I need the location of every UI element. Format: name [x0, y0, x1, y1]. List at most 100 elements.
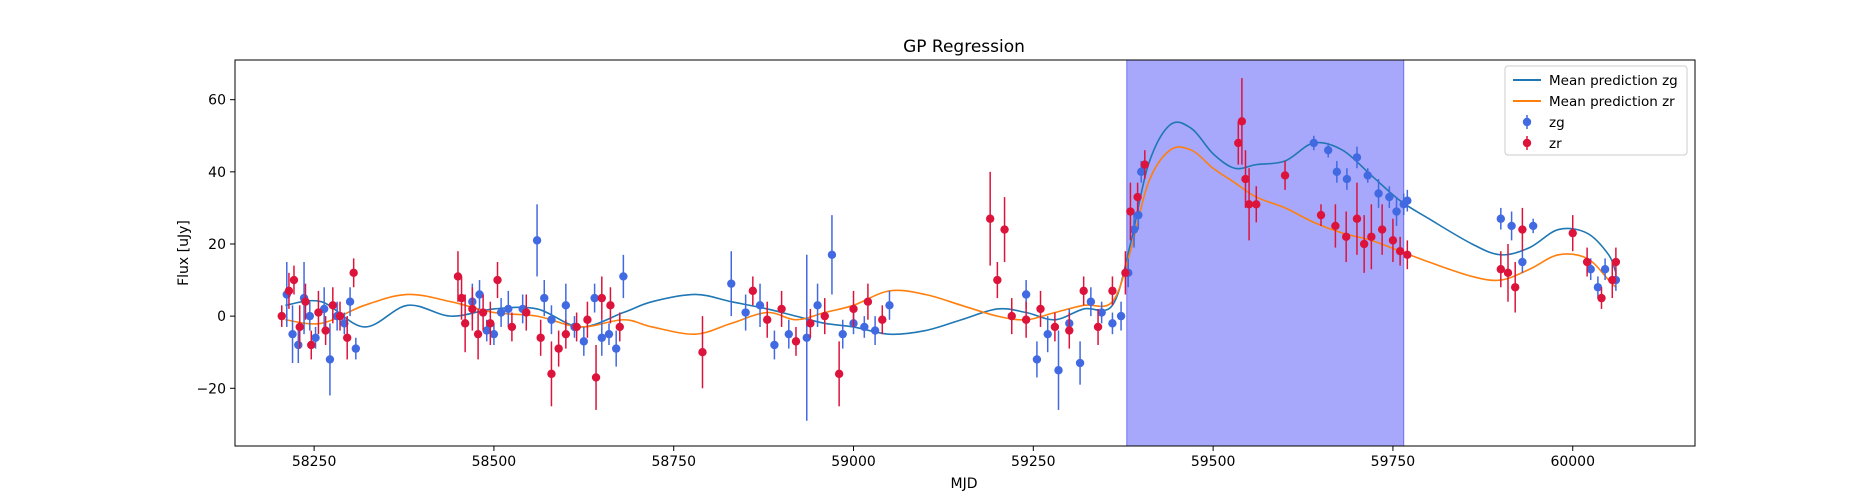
x-tick-label: 59250	[1011, 454, 1056, 470]
zr-data-point	[453, 272, 463, 281]
zg-data-point	[1032, 355, 1042, 364]
zg-data-point	[860, 322, 869, 332]
zr-data-point	[834, 369, 844, 379]
legend: Mean prediction zg Mean prediction zr zg zr	[1504, 65, 1688, 156]
zg-data-point	[1054, 366, 1063, 375]
zg-data-point	[784, 329, 793, 339]
zr-data-point	[698, 348, 707, 357]
zg-data-point	[590, 293, 599, 303]
plot-frame	[234, 59, 1696, 447]
x-tick-label: 60000	[1550, 454, 1595, 470]
zr-data-point	[1237, 117, 1247, 126]
zg-data-point	[475, 290, 484, 299]
zr-data-point	[1388, 236, 1398, 245]
zr-data-point	[1597, 293, 1606, 303]
zr-data-point	[1503, 268, 1513, 278]
zr-data-point	[536, 333, 545, 342]
zg-data-point	[1134, 210, 1143, 220]
zr-data-point	[1608, 275, 1617, 285]
zg-data-point	[1403, 196, 1412, 205]
zg-data-point	[1392, 207, 1401, 216]
zg-data-point	[1528, 221, 1538, 231]
zg-data-point	[482, 326, 491, 335]
y-axis-ticks: −20 0 20 40 60	[196, 93, 235, 397]
zr-data-point	[295, 322, 304, 332]
zg-data-point	[1324, 145, 1333, 155]
legend-entry-zg: zg	[1522, 115, 1565, 131]
zr-data-point	[314, 308, 323, 317]
zg-data-point	[1593, 283, 1603, 292]
zr-data-point	[507, 322, 517, 332]
zr-data-point	[493, 275, 502, 285]
legend-label: Mean prediction zr	[1549, 94, 1675, 110]
zr-data-point	[583, 315, 592, 324]
zg-data-point	[604, 329, 614, 339]
zr-data-point	[1108, 286, 1117, 296]
zr-data-point	[1007, 311, 1016, 321]
zr-data-point	[1065, 326, 1074, 335]
zg-data-point	[1021, 290, 1031, 299]
zr-data-point	[1093, 322, 1103, 332]
x-axis-label: MJD	[951, 476, 978, 492]
zr-data-point	[1518, 225, 1527, 234]
zg-data-point	[1097, 308, 1106, 317]
shaded-region-layer	[1126, 59, 1405, 447]
zg-data-point	[1043, 329, 1052, 339]
mean-prediction-line-zr	[285, 146, 1617, 335]
zr-data-point	[763, 315, 772, 324]
zg-data-point	[802, 333, 811, 342]
zr-data-point	[335, 311, 345, 321]
zg-data-point	[813, 301, 822, 310]
zr-data-point	[777, 304, 786, 314]
zr-data-point	[993, 275, 1002, 285]
legend-point-swatch	[1522, 138, 1532, 148]
zr-data-point	[849, 304, 858, 314]
zr-data-point	[863, 297, 873, 306]
zr-data-point	[1126, 207, 1135, 216]
zr-data-point	[1395, 246, 1405, 256]
zg-data-point	[288, 329, 297, 339]
y-tick-label: 20	[208, 237, 226, 253]
zg-data-point	[611, 344, 621, 353]
zr-data-point	[615, 322, 624, 332]
zr-data-point	[806, 319, 815, 328]
zr-data-point	[606, 301, 615, 310]
zr-data-point	[1367, 232, 1376, 241]
zg-data-point	[770, 340, 779, 350]
series-zg	[282, 135, 1621, 421]
x-tick-label: 58500	[472, 454, 517, 470]
x-tick-label: 59750	[1371, 454, 1416, 470]
zr-data-point	[1280, 171, 1290, 180]
zr-data-point	[328, 301, 338, 310]
zg-data-point	[345, 297, 355, 306]
zr-data-point	[1510, 283, 1520, 292]
y-tick-label: 0	[217, 309, 226, 325]
zr-data-point	[307, 340, 316, 350]
legend-box	[1504, 65, 1688, 156]
zr-data-point	[1352, 214, 1362, 223]
zg-data-point	[305, 311, 314, 321]
zg-data-point	[870, 326, 880, 335]
zg-data-point	[1518, 257, 1527, 267]
zg-data-point	[619, 272, 628, 281]
zr-data-point	[547, 369, 556, 379]
zg-data-point	[1385, 192, 1394, 202]
zr-data-point	[473, 329, 483, 339]
legend-label: zr	[1549, 136, 1562, 152]
zr-data-point	[1496, 265, 1506, 274]
zr-data-point	[1121, 268, 1130, 278]
y-tick-label: 60	[208, 93, 226, 109]
zr-data-point	[460, 319, 470, 328]
zr-data-point	[1234, 138, 1243, 148]
zr-data-point	[301, 297, 310, 306]
zr-data-point	[1568, 228, 1577, 238]
legend-point-swatch	[1522, 117, 1532, 127]
zg-data-point	[1342, 174, 1352, 184]
zr-data-point	[277, 311, 286, 321]
zg-data-point	[741, 308, 750, 317]
zg-data-point	[827, 250, 837, 260]
zr-data-point	[478, 308, 488, 317]
zg-data-point	[1086, 297, 1096, 306]
zr-data-point	[791, 337, 801, 346]
